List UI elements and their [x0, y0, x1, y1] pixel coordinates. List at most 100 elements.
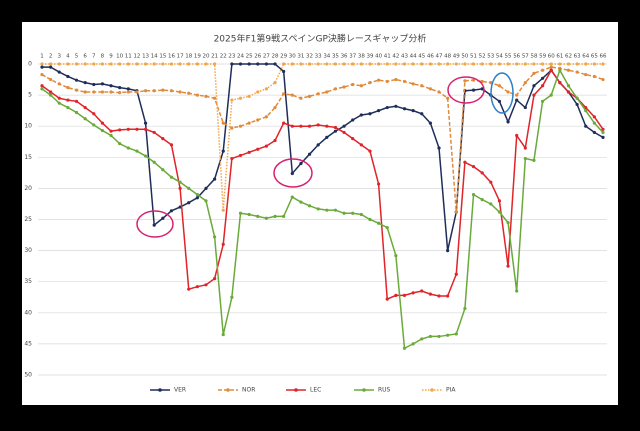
data-point [454, 272, 458, 276]
data-point [143, 121, 148, 125]
data-point [402, 62, 407, 66]
data-point [143, 154, 148, 158]
data-point [187, 186, 191, 190]
y-tick-label: 0 [28, 61, 32, 68]
data-point [377, 221, 381, 225]
y-tick-label: 5 [28, 92, 32, 99]
data-point [497, 210, 502, 214]
x-tick-label: 42 [392, 54, 399, 60]
data-point [351, 137, 355, 141]
data-point [83, 81, 87, 85]
data-point [195, 196, 199, 200]
highlight-circle [273, 158, 313, 188]
x-tick-label: 13 [142, 54, 149, 60]
legend-label: NOR [242, 387, 255, 394]
data-point [49, 93, 53, 97]
x-tick-label: 64 [582, 54, 589, 60]
data-point [204, 186, 208, 190]
data-point [394, 62, 398, 66]
data-point [558, 81, 562, 85]
data-point [40, 87, 44, 91]
x-tick-label: 63 [574, 54, 581, 60]
data-point [238, 153, 243, 158]
data-point [316, 92, 320, 96]
legend-marker [294, 388, 298, 392]
data-point [299, 161, 303, 166]
data-point [299, 62, 303, 66]
data-point [92, 112, 96, 116]
data-point [187, 91, 191, 95]
data-point [109, 62, 113, 66]
data-point [523, 81, 527, 85]
data-point [264, 62, 268, 66]
x-tick-label: 33 [315, 54, 322, 60]
data-point [601, 130, 605, 135]
x-tick-label: 38 [358, 54, 365, 60]
data-point [532, 93, 536, 97]
data-point [273, 62, 277, 66]
data-point [342, 124, 346, 128]
data-point [558, 68, 562, 72]
data-point [368, 62, 372, 66]
data-point [221, 149, 225, 153]
data-point [437, 294, 441, 298]
data-point [342, 62, 346, 66]
data-point [506, 221, 510, 225]
x-tick-label: 40 [375, 54, 382, 60]
data-point [471, 62, 476, 66]
x-tick-label: 55 [505, 54, 512, 60]
data-point [264, 216, 268, 220]
data-point [566, 68, 571, 72]
data-point [540, 99, 545, 103]
data-point [256, 62, 260, 66]
data-point [592, 62, 596, 66]
data-point [118, 91, 122, 95]
data-point [385, 297, 389, 301]
data-point [109, 90, 113, 94]
data-point [118, 62, 122, 66]
data-point [515, 133, 519, 138]
data-point [195, 62, 199, 66]
data-point [143, 127, 148, 131]
data-point [169, 62, 174, 66]
data-point [359, 143, 363, 147]
data-point [40, 65, 44, 69]
data-point [74, 110, 79, 115]
data-point [540, 62, 545, 66]
highlight-circle [136, 210, 174, 238]
data-point [169, 89, 174, 93]
data-point [178, 90, 182, 94]
data-point [247, 94, 251, 98]
data-point [307, 124, 312, 128]
data-point [40, 62, 44, 66]
data-point [316, 123, 320, 127]
data-point [368, 112, 372, 116]
legend-label: LEC [310, 387, 321, 394]
data-point [66, 62, 70, 66]
data-point [307, 62, 312, 66]
x-tick-label: 23 [228, 54, 235, 60]
legend-marker [158, 388, 162, 392]
data-point [454, 210, 458, 214]
data-point [299, 124, 303, 128]
data-point [359, 113, 363, 117]
data-point [213, 62, 217, 66]
y-tick-label: 50 [24, 372, 32, 379]
data-point [480, 197, 484, 202]
data-point [497, 84, 502, 88]
x-tick-label: 12 [133, 54, 140, 60]
data-point [333, 87, 338, 91]
data-point [523, 62, 527, 66]
x-tick-label: 36 [341, 54, 348, 60]
data-point [299, 96, 303, 100]
data-point [178, 62, 182, 66]
data-point [57, 70, 61, 74]
data-point [161, 137, 165, 141]
x-tick-label: 39 [366, 54, 373, 60]
x-tick-label: 10 [116, 54, 123, 60]
chart-area [22, 22, 618, 405]
data-point [169, 209, 174, 213]
data-point [57, 101, 61, 105]
data-point [515, 93, 519, 97]
